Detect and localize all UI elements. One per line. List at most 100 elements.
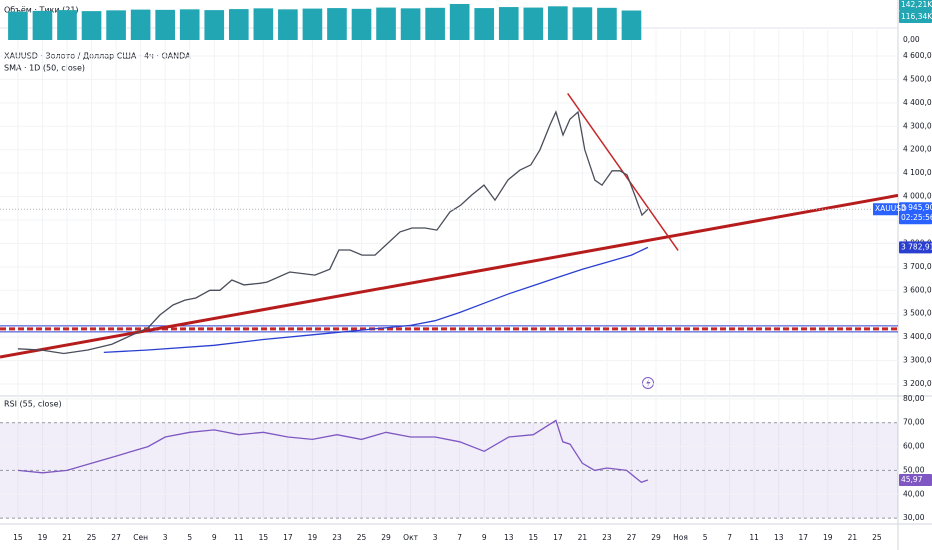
y-tick-label: 3 700,00 [903,262,932,271]
trendline [0,193,899,359]
volume-bar [204,10,225,40]
volume-bar [8,11,28,40]
y-tick-label: 3 400,00 [903,332,932,341]
y-tick-label: 4 600,00 [903,51,932,60]
y-tick-label: 3 300,00 [903,356,932,365]
x-tick-label: 7 [457,533,462,542]
x-tick-label: 19 [823,533,833,542]
x-tick-label: 27 [111,533,121,542]
volume-bar [400,8,421,41]
y-tick-label: 30,00 [903,513,925,522]
volume-bar [376,7,396,40]
x-tick-label: 29 [381,533,391,542]
y-tick-label: 0,00 [903,35,920,44]
volume-bar [155,9,175,41]
volume-bar [32,10,53,40]
volume-bar [278,9,298,40]
y-tick-label: 50,00 [903,465,925,474]
x-tick-label: 23 [332,533,342,542]
sma-line [103,246,649,354]
x-tick-label: 17 [798,533,808,542]
y-tick-label: 4 200,00 [903,145,932,154]
y-tick-label: 80,00 [903,394,925,403]
x-tick-label: 9 [482,533,487,542]
x-tick-label: Сен [133,533,148,542]
y-tick-label: 60,00 [903,442,925,451]
symbol-label: XAUUSD [875,204,907,213]
volume-bar [327,8,347,40]
x-tick-label: 3 [163,533,168,542]
x-tick-label: 5 [187,533,192,542]
x-tick-label: 21 [848,533,858,542]
volume-bar [597,7,617,40]
volume-bar [474,8,495,40]
x-tick-label: 13 [774,533,784,542]
x-tick-label: 9 [212,533,217,542]
x-tick-label: Окт [403,533,418,542]
rsi-line [17,419,649,484]
rsi-title: RSI (55, close) [4,400,62,409]
x-tick-label: 15 [13,533,23,542]
volume-bar [425,7,445,40]
volume-bar [302,8,323,41]
x-tick-label: 29 [651,533,661,542]
y-tick-label: 3 600,00 [903,285,932,294]
x-tick-label: 7 [727,533,732,542]
y-tick-label: 4 400,00 [903,98,932,107]
y-tick-label: 4 300,00 [903,121,932,130]
x-tick-label: 13 [504,533,514,542]
x-tick-label: 15 [529,533,539,542]
volume-bar [106,10,126,40]
volume-bar [572,7,593,41]
value-label-box [899,0,932,11]
volume-title: Объём · Тики (21) [4,6,79,15]
volume-bar [57,10,77,40]
value-label: 3 945,905 [901,203,932,212]
volume-bar [621,10,642,41]
x-tick-label: 19 [308,533,318,542]
symbol-box [873,203,898,216]
x-tick-label: 11 [234,533,244,542]
x-tick-label: 21 [578,533,588,542]
price-line [17,110,649,355]
sma-legend: SMA · 1D (50, close) [4,64,85,73]
volume-bar [523,7,544,40]
volume-bar [351,8,372,40]
volume-bar [498,7,519,41]
y-tick-label: 4 500,00 [903,74,932,83]
x-tick-label: 25 [357,533,367,542]
value-label: 142,21K [901,0,932,9]
y-tick-label: 4 000,00 [903,192,932,201]
volume-bar [228,9,249,40]
value-label-box [899,241,932,254]
value-label-box [899,11,932,23]
x-tick-label: 21 [62,533,72,542]
volume-bar [179,9,200,40]
x-tick-label: 25 [872,533,882,542]
alert-icon[interactable] [642,377,654,389]
y-tick-label: 40,00 [903,489,925,498]
volume-bar [449,3,470,41]
x-tick-label: 23 [602,533,612,542]
value-label: 45,97 [901,475,923,484]
volume-bar [130,9,151,41]
x-tick-label: 11 [749,533,759,542]
value-label: 3 782,910 [901,242,932,251]
value-label-box [899,202,932,225]
value-label-box [899,474,932,487]
countdown: 02:25:56 [901,213,932,222]
x-tick-label: 17 [283,533,293,542]
x-tick-label: 5 [703,533,708,542]
volume-bar [548,6,568,40]
x-tick-label: 19 [38,533,48,542]
volume-bar [81,11,102,41]
x-tick-label: 15 [259,533,269,542]
y-tick-label: 70,00 [903,418,925,427]
y-tick-label: 4 100,00 [903,168,932,177]
y-tick-label: 3 200,00 [903,379,932,388]
value-label: 116,34K [901,12,932,21]
volume-bar [253,8,274,41]
